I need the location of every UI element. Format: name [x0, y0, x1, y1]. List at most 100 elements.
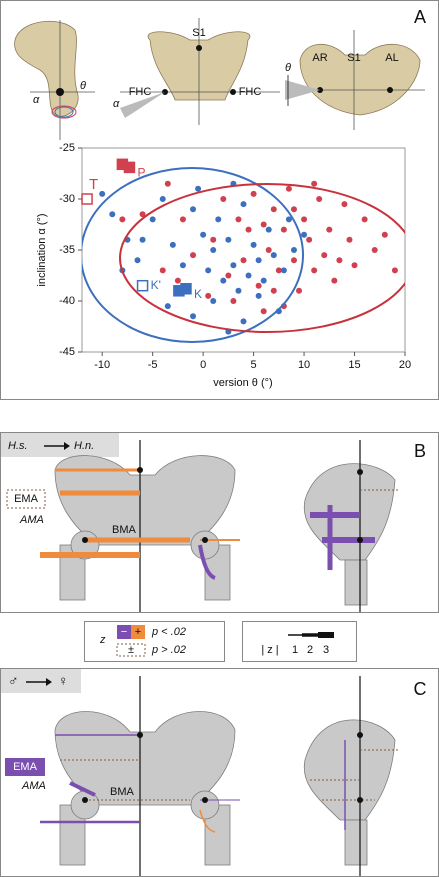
- angle-label: θ: [80, 80, 86, 92]
- legend-level: 3: [323, 644, 329, 656]
- angle-label: α: [113, 98, 120, 110]
- point: [134, 257, 141, 264]
- point: [265, 226, 272, 233]
- point: [179, 216, 186, 223]
- point: [190, 252, 197, 259]
- y-tick-label: -35: [59, 244, 75, 256]
- point: [270, 252, 277, 259]
- landmark-label: AR: [312, 52, 327, 64]
- point: [250, 190, 257, 197]
- ema-label: EMA: [14, 493, 39, 505]
- point: [316, 196, 323, 202]
- y-tick-label: -45: [59, 346, 75, 358]
- header-box: [1, 433, 119, 457]
- header-to: ♀: [58, 673, 69, 689]
- point: [361, 216, 368, 223]
- legend-p-low: p < .02: [151, 626, 186, 638]
- y-tick-label: -40: [59, 295, 75, 307]
- legend-level: 2: [307, 644, 313, 656]
- pelvis-c: [40, 676, 400, 876]
- x-tick-label: 10: [298, 359, 310, 371]
- legend-pm: ±: [128, 644, 134, 656]
- point: [174, 277, 181, 284]
- landmark-label: FHC: [129, 86, 152, 98]
- landmark-label: AL: [385, 52, 398, 64]
- point: [169, 241, 176, 248]
- legend-swatch: [131, 625, 145, 639]
- point: [190, 206, 197, 213]
- y-tick-label: -30: [59, 193, 75, 205]
- pelvis-frontal: [120, 18, 280, 125]
- legend-box: [242, 621, 357, 662]
- marker: [81, 193, 93, 205]
- landmark-label: FHC: [239, 86, 262, 98]
- x-tick-label: 20: [399, 359, 411, 371]
- point: [210, 298, 217, 304]
- legend-plus: +: [135, 626, 141, 638]
- point: [255, 282, 262, 289]
- legend-box: [84, 621, 225, 662]
- point: [275, 267, 282, 274]
- legend-swatch: [116, 643, 146, 657]
- point: [260, 308, 267, 315]
- point: [371, 247, 378, 253]
- point: [235, 216, 242, 223]
- point: [336, 257, 343, 264]
- point: [280, 267, 287, 274]
- point: [255, 257, 262, 264]
- point: [250, 241, 257, 248]
- point: [235, 287, 242, 294]
- panel-label: B: [414, 441, 426, 461]
- point: [290, 257, 297, 264]
- ama-label: AMA: [19, 514, 44, 526]
- point: [190, 313, 197, 320]
- marker-label: P: [137, 166, 145, 180]
- point: [296, 287, 303, 294]
- marker: [180, 283, 192, 295]
- point: [270, 206, 277, 213]
- point: [346, 236, 353, 243]
- point: [215, 216, 222, 223]
- ellipses: [82, 167, 405, 343]
- point: [109, 211, 116, 218]
- point: [230, 262, 237, 269]
- point: [301, 216, 308, 223]
- angle-label: α: [33, 94, 40, 106]
- x-tick-label: -5: [148, 359, 158, 371]
- point: [139, 211, 146, 218]
- point: [290, 206, 297, 213]
- point: [341, 201, 348, 208]
- header-from: H.s.: [8, 440, 28, 452]
- legend-level: 1: [292, 644, 298, 656]
- legend-p-high: p > .02: [151, 644, 186, 656]
- point: [149, 216, 156, 223]
- point: [391, 267, 398, 274]
- point: [164, 180, 171, 187]
- legend-abs-z: | z |: [261, 644, 278, 656]
- point: [240, 318, 247, 325]
- point: [240, 257, 247, 264]
- point: [321, 252, 328, 259]
- header-box: [1, 669, 81, 693]
- point: [260, 277, 267, 284]
- ema-box: [5, 758, 45, 776]
- point: [200, 231, 207, 238]
- point: [280, 226, 287, 233]
- landmark-label: S1: [347, 52, 360, 64]
- bma-label: BMA: [110, 786, 135, 798]
- marker: [123, 161, 136, 174]
- point: [159, 267, 166, 274]
- point: [245, 272, 252, 279]
- point: [220, 196, 227, 202]
- point: [331, 277, 338, 284]
- point: [285, 216, 292, 223]
- point: [99, 190, 106, 197]
- point: [270, 287, 277, 294]
- marker: [136, 279, 149, 292]
- point: [245, 226, 252, 233]
- angle-label: θ: [285, 62, 291, 74]
- x-tick-label: 0: [200, 359, 206, 371]
- ama-label: AMA: [21, 780, 46, 792]
- point: [225, 236, 232, 243]
